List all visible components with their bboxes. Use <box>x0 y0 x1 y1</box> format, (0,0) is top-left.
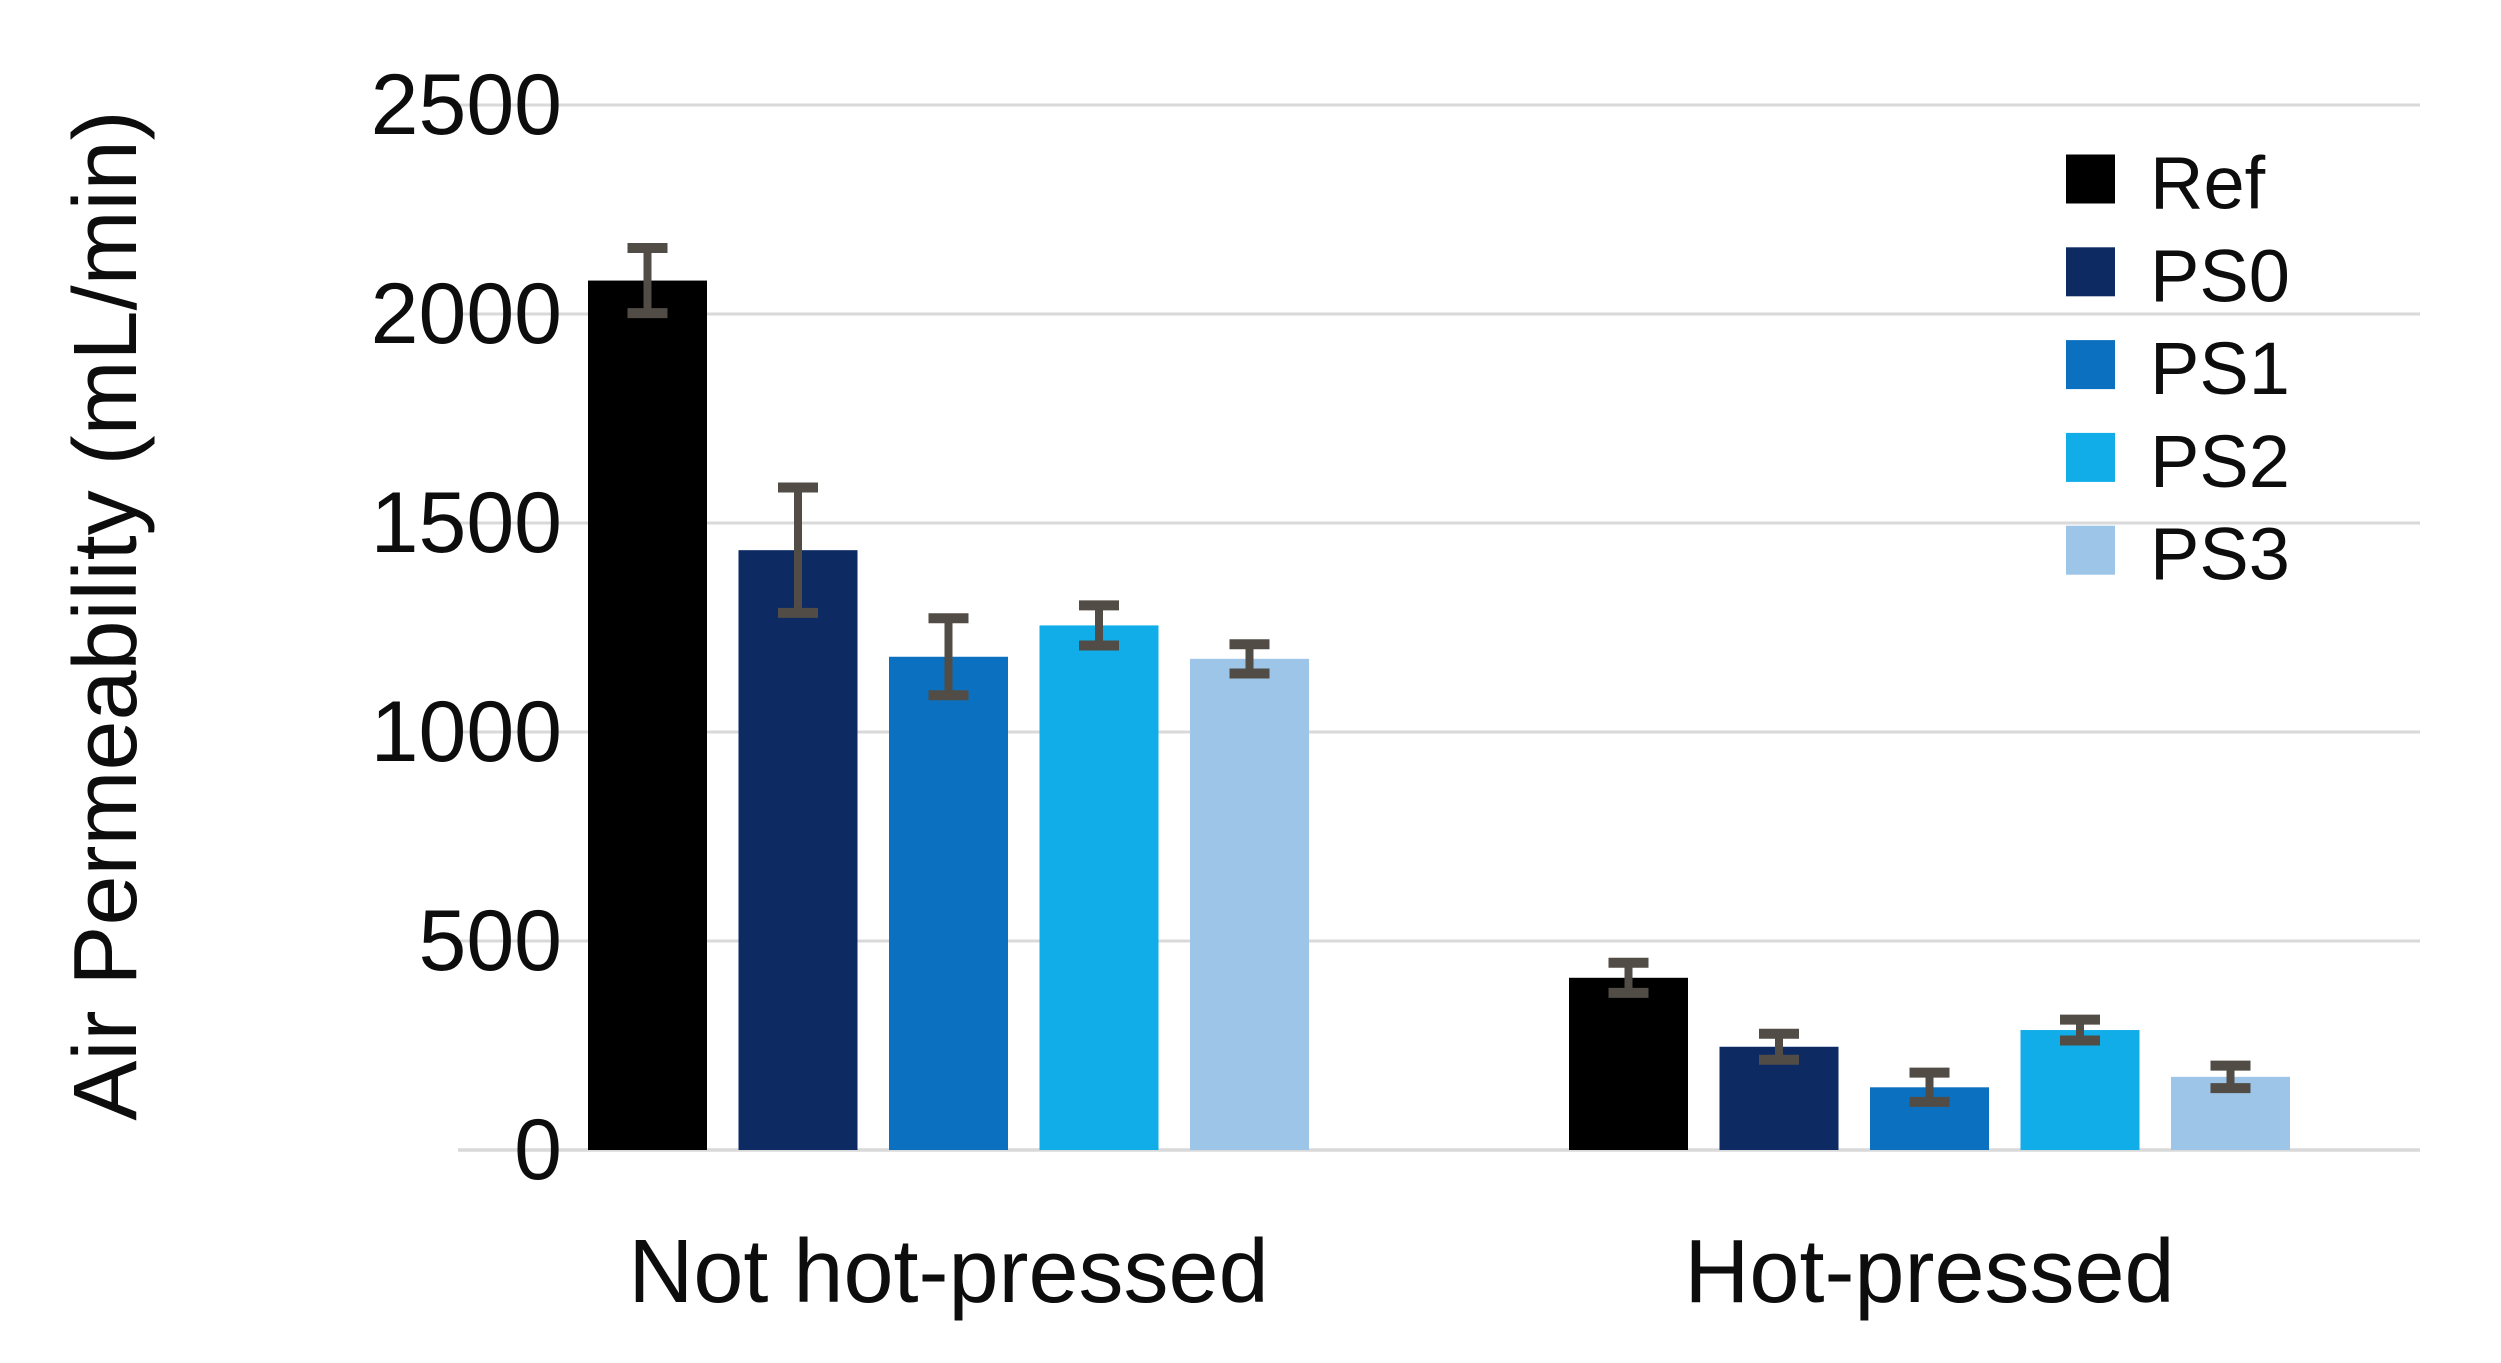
legend-label-ps2: PS2 <box>2150 420 2290 503</box>
legend-swatch-ps1 <box>2066 340 2115 390</box>
bar-ref-hot-pressed <box>1569 977 1688 1150</box>
bar-ps2-hot-pressed <box>2020 1030 2140 1150</box>
y-tick-label: 2500 <box>371 57 562 153</box>
bar-ref-not-hot-pressed <box>588 280 707 1150</box>
bar-ps0-not-hot-pressed <box>738 550 858 1150</box>
error-bar <box>1079 600 1119 651</box>
y-tick-label: 1000 <box>371 684 562 780</box>
legend-swatch-ps0 <box>2066 247 2115 297</box>
error-bar <box>1229 639 1270 679</box>
legend-label-ps1: PS1 <box>2150 327 2290 410</box>
legend-swatch-ref <box>2066 154 2115 204</box>
y-tick-label: 500 <box>419 893 563 989</box>
error-bar <box>2210 1060 2251 1094</box>
legend-label-ps0: PS0 <box>2150 234 2290 317</box>
y-tick-label: 2000 <box>371 266 562 362</box>
y-tick-label: 0 <box>514 1102 562 1198</box>
legend: Ref PS0 PS1 PS2 PS3 <box>2066 142 2290 596</box>
error-bar <box>627 242 668 319</box>
bar-ps1-not-hot-pressed <box>889 656 1008 1150</box>
x-category-label: Not hot-pressed <box>628 1222 1268 1322</box>
x-category-label: Hot-pressed <box>1684 1222 2174 1322</box>
legend-label-ref: Ref <box>2150 142 2266 225</box>
error-bar <box>1759 1028 1799 1065</box>
legend-label-ps3: PS3 <box>2150 513 2290 596</box>
error-bar <box>1608 957 1649 998</box>
error-bar <box>2060 1014 2100 1046</box>
y-axis-title: Air Permeability (mL/min) <box>56 110 156 1120</box>
legend-swatch-ps2 <box>2066 432 2115 482</box>
y-tick-label: 1500 <box>371 475 562 571</box>
bar-ps2-not-hot-pressed <box>1039 625 1159 1150</box>
error-bar <box>1909 1067 1950 1107</box>
error-bar <box>928 613 969 701</box>
legend-swatch-ps3 <box>2066 525 2115 575</box>
bar-ps3-not-hot-pressed <box>1190 658 1309 1150</box>
error-bar <box>778 482 818 618</box>
